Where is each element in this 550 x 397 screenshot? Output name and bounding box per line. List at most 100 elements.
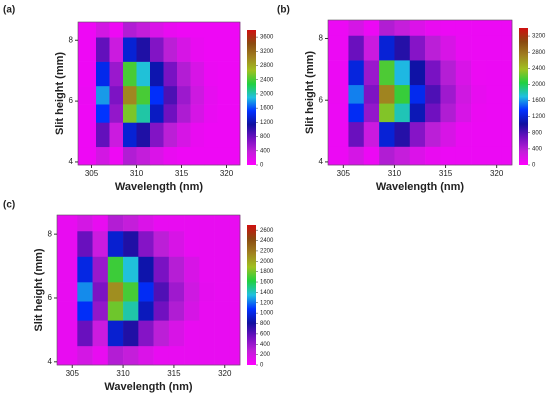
heat-cell <box>184 282 200 302</box>
heat-cell <box>177 122 191 148</box>
heat-cell <box>348 84 365 104</box>
heat-cell <box>78 22 97 38</box>
heat-cell <box>394 103 411 123</box>
colorbar-tick-label: 1600 <box>260 106 274 112</box>
heat-cell <box>177 61 191 87</box>
colorbar-tick-label: 2000 <box>532 82 546 88</box>
heat-cell <box>348 103 365 123</box>
heat-cell <box>471 121 487 147</box>
heat-cell <box>123 61 137 87</box>
colorbar-tick-label: 400 <box>260 148 271 154</box>
heat-cell <box>57 320 78 347</box>
heat-cell <box>123 122 137 148</box>
heat-cell <box>455 121 472 147</box>
heat-cell <box>394 20 411 36</box>
heat-cell <box>150 122 164 148</box>
heat-cell <box>57 230 78 257</box>
heat-cell <box>150 61 164 87</box>
heat-cell <box>190 146 205 166</box>
colorbar <box>247 225 256 365</box>
heat-cell <box>123 37 137 62</box>
heat-cell <box>184 320 200 347</box>
heat-cell <box>425 35 441 61</box>
colorbar-tick-label: 2200 <box>260 249 274 255</box>
heat-cell <box>379 146 395 166</box>
colorbar-tick-label: 1200 <box>260 120 274 126</box>
heat-cell <box>455 60 472 86</box>
heat-cell <box>199 230 215 257</box>
heat-cell <box>229 345 241 366</box>
heat-cell <box>394 121 411 147</box>
heat-cell <box>77 256 93 283</box>
heat-cell <box>184 230 200 257</box>
y-tick-label: 8 <box>48 229 53 238</box>
heat-cell <box>138 282 154 302</box>
heat-cell <box>425 103 441 123</box>
heat-cell <box>204 85 218 105</box>
heat-cell <box>168 215 185 232</box>
heat-cell <box>425 146 441 166</box>
heat-cell <box>204 122 218 148</box>
heat-cell <box>109 61 124 87</box>
heat-cell <box>425 20 441 36</box>
heat-cell <box>136 104 151 123</box>
colorbar-tick-label: 0 <box>260 163 264 169</box>
colorbar-tick-label: 2600 <box>260 228 274 234</box>
heat-cell <box>123 104 137 123</box>
heat-cell <box>153 301 170 321</box>
heat-cell <box>136 85 151 105</box>
x-tick-label: 310 <box>130 169 144 178</box>
heat-cell <box>214 301 231 321</box>
heat-cell <box>471 84 487 104</box>
y-axis-label: Slit height (mm) <box>33 248 45 331</box>
heat-cell <box>153 282 170 302</box>
colorbar-tick-label: 0 <box>260 363 264 369</box>
x-tick-label: 310 <box>388 169 402 178</box>
heat-cell <box>471 35 487 61</box>
heat-cell <box>163 122 178 148</box>
heat-cell <box>231 104 241 123</box>
heat-cell <box>107 320 124 347</box>
heat-cell <box>163 85 178 105</box>
colorbar-tick-label: 600 <box>260 331 271 337</box>
heat-cell <box>57 345 78 366</box>
heat-cell <box>190 104 205 123</box>
heat-cell <box>57 215 78 232</box>
plot-frame <box>77 21 241 166</box>
heat-cell <box>425 60 441 86</box>
colorbar-tick-label: 1600 <box>532 98 546 104</box>
x-tick-label: 320 <box>490 169 504 178</box>
heat-cell <box>96 61 110 87</box>
x-tick-label: 305 <box>85 169 99 178</box>
heat-cell <box>96 104 110 123</box>
heat-cell <box>217 37 232 62</box>
colorbar-tick-label: 800 <box>260 134 271 140</box>
colorbar <box>247 30 256 165</box>
heat-cell <box>153 345 170 366</box>
heat-cell <box>501 84 513 104</box>
heat-cell <box>138 215 154 232</box>
heat-cell <box>92 230 109 257</box>
heat-cell <box>379 121 395 147</box>
heat-cell <box>379 103 395 123</box>
colorbar-tick-label: 800 <box>260 321 271 327</box>
heat-cell <box>486 60 503 86</box>
colorbar-tick-label: 3600 <box>260 35 274 41</box>
heat-cell <box>363 84 380 104</box>
heat-cell <box>138 230 154 257</box>
heat-cell <box>107 301 124 321</box>
heat-cell <box>501 35 513 61</box>
heat-cell <box>190 122 205 148</box>
heat-cell <box>177 37 191 62</box>
heat-cell <box>78 104 97 123</box>
heat-cell <box>92 282 109 302</box>
heat-cell <box>214 230 231 257</box>
heat-cell <box>229 301 241 321</box>
heat-cell <box>486 35 503 61</box>
heat-cell <box>177 146 191 166</box>
heat-cell <box>77 215 93 232</box>
heat-cell <box>96 22 110 38</box>
heat-cell <box>204 61 218 87</box>
heat-cell <box>440 35 457 61</box>
x-tick-label: 315 <box>167 369 181 378</box>
